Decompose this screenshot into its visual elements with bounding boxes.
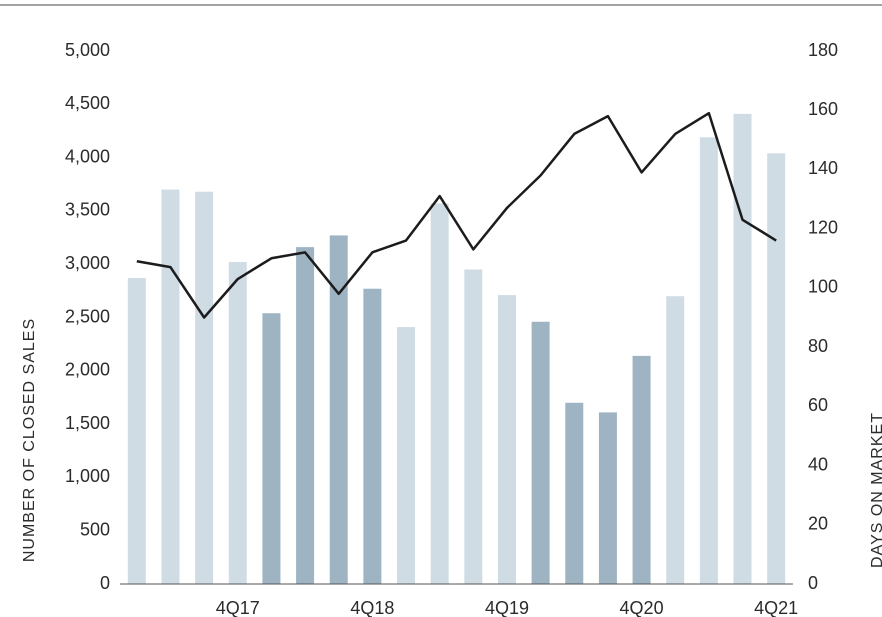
y-tick-label: 500 xyxy=(80,519,110,539)
bar xyxy=(397,327,416,584)
y2-tick-label: 40 xyxy=(808,454,828,474)
bar xyxy=(464,269,483,584)
y2-tick-label: 160 xyxy=(808,99,838,119)
bar xyxy=(127,278,146,584)
y-axis-title: NUMBER OF CLOSED SALES xyxy=(21,318,38,562)
bar xyxy=(497,295,516,584)
y-tick-label: 2,000 xyxy=(65,360,110,380)
y-tick-label: 1,500 xyxy=(65,413,110,433)
y2-tick-label: 60 xyxy=(808,395,828,415)
y2-tick-label: 0 xyxy=(808,573,818,593)
bar xyxy=(767,153,786,584)
y-tick-label: 2,500 xyxy=(65,306,110,326)
y-tick-label: 1,000 xyxy=(65,466,110,486)
bar xyxy=(195,191,214,584)
bar xyxy=(666,296,685,584)
bar xyxy=(228,262,247,584)
bar xyxy=(632,355,651,584)
y2-tick-label: 180 xyxy=(808,40,838,60)
y2-tick-label: 20 xyxy=(808,514,828,534)
y-tick-label: 3,500 xyxy=(65,200,110,220)
y2-tick-label: 140 xyxy=(808,158,838,178)
bar xyxy=(565,402,584,584)
y2-axis-title: DAYS ON MARKET xyxy=(869,412,882,568)
y2-tick-label: 120 xyxy=(808,217,838,237)
bar xyxy=(430,203,449,585)
x-tick-label: 4Q18 xyxy=(350,598,394,617)
y-tick-label: 4,500 xyxy=(65,93,110,113)
x-tick-label: 4Q20 xyxy=(620,598,664,617)
y2-tick-label: 100 xyxy=(808,277,838,297)
x-tick-label: 4Q19 xyxy=(485,598,529,617)
bar xyxy=(329,235,348,584)
bar xyxy=(161,189,180,584)
y2-tick-label: 80 xyxy=(808,336,828,356)
bar xyxy=(262,313,281,584)
x-tick-label: 4Q21 xyxy=(754,598,798,617)
y-tick-label: 0 xyxy=(100,573,110,593)
bar xyxy=(699,137,718,584)
y-tick-label: 4,000 xyxy=(65,146,110,166)
y-tick-label: 5,000 xyxy=(65,40,110,60)
bar xyxy=(363,288,382,584)
bar xyxy=(531,321,550,584)
bar xyxy=(296,247,315,585)
bar xyxy=(598,412,617,584)
bar xyxy=(733,113,752,585)
line xyxy=(136,111,777,319)
y-tick-label: 3,000 xyxy=(65,253,110,273)
x-tick-label: 4Q17 xyxy=(216,598,260,617)
